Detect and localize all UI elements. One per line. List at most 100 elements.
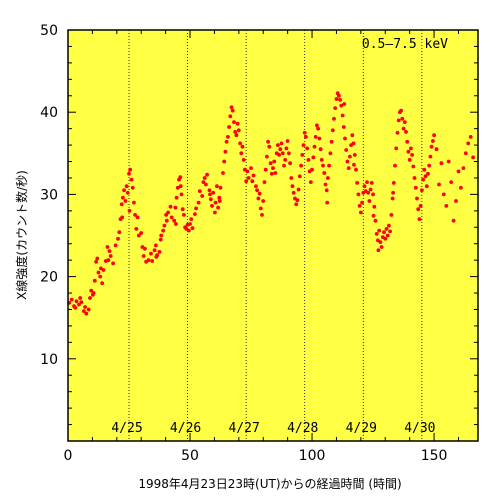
data-point: [327, 163, 331, 168]
data-point: [265, 154, 269, 159]
data-point: [428, 154, 433, 159]
data-point: [152, 248, 157, 253]
data-point: [193, 212, 197, 217]
data-point: [434, 147, 439, 152]
data-point: [262, 180, 267, 185]
data-point: [124, 184, 129, 189]
data-point: [432, 133, 436, 138]
data-point: [94, 259, 98, 264]
day-label: 4/28: [287, 421, 318, 436]
data-point: [413, 185, 418, 190]
data-point: [377, 228, 382, 233]
day-label: 4/27: [228, 421, 259, 436]
data-point: [410, 153, 414, 157]
data-point: [339, 103, 344, 108]
data-point: [383, 236, 388, 241]
data-point: [279, 141, 284, 146]
data-point: [288, 161, 292, 166]
data-point: [290, 184, 295, 189]
data-point: [278, 147, 283, 152]
data-point: [117, 230, 122, 235]
data-point: [218, 185, 223, 190]
data-point: [204, 182, 208, 187]
data-point: [208, 197, 213, 202]
data-point: [125, 190, 130, 195]
data-point: [355, 181, 360, 185]
data-point: [273, 171, 278, 175]
data-point: [374, 232, 379, 236]
y-tick-label: 50: [40, 23, 58, 39]
data-point: [133, 213, 138, 217]
data-point: [105, 245, 110, 249]
data-point: [390, 196, 395, 201]
data-point: [384, 227, 389, 231]
data-point: [334, 97, 339, 101]
data-point: [230, 108, 235, 113]
data-point: [186, 228, 191, 233]
plot-frame: [67, 29, 479, 442]
data-point: [254, 184, 258, 189]
data-point: [157, 250, 162, 254]
data-point: [238, 141, 243, 146]
data-point: [421, 177, 425, 182]
data-point: [360, 200, 364, 205]
data-point: [121, 195, 125, 200]
data-point: [182, 213, 186, 217]
data-point: [308, 180, 313, 185]
data-point: [439, 161, 444, 166]
data-point: [74, 299, 79, 304]
data-point: [446, 159, 451, 164]
data-point: [194, 206, 199, 211]
data-point: [208, 192, 212, 197]
data-point: [354, 167, 358, 172]
x-tick-label: 50: [181, 448, 199, 464]
data-point: [221, 171, 225, 175]
data-point: [351, 141, 356, 146]
data-point: [283, 158, 288, 162]
data-point: [236, 128, 241, 133]
data-point: [418, 204, 423, 208]
data-point: [379, 245, 384, 249]
data-point: [312, 144, 317, 149]
y-tick-label: 30: [40, 187, 58, 203]
data-point: [340, 113, 345, 118]
data-point: [73, 305, 78, 310]
data-point: [222, 159, 227, 164]
data-point: [350, 133, 355, 138]
data-point: [83, 305, 87, 309]
data-point: [190, 226, 195, 231]
data-point: [285, 139, 290, 143]
data-point: [168, 204, 173, 209]
data-point: [389, 213, 394, 217]
x-tick-label: 0: [64, 448, 73, 464]
data-point: [271, 166, 275, 171]
day-labels: 4/25 4/26 4/27 4/28 4/29 4/30: [111, 421, 435, 436]
data-point: [107, 249, 112, 254]
data-point: [399, 108, 403, 113]
data-point: [210, 204, 214, 208]
data-point: [175, 185, 180, 190]
data-point: [315, 123, 319, 128]
data-point: [127, 208, 132, 213]
data-point: [257, 191, 262, 196]
data-point: [422, 167, 427, 172]
x-tick-label: 150: [421, 448, 448, 464]
data-point: [429, 144, 434, 149]
data-point: [69, 297, 74, 302]
data-point: [344, 148, 349, 152]
data-point: [86, 307, 91, 312]
data-point: [101, 268, 106, 272]
data-point: [352, 162, 356, 167]
data-point: [154, 255, 159, 259]
day-label: 4/30: [404, 421, 435, 436]
data-point: [154, 243, 158, 248]
data-point: [256, 196, 261, 201]
data-point: [227, 125, 232, 129]
y-tick-label: 40: [40, 105, 58, 121]
data-point: [342, 102, 347, 106]
data-point: [261, 199, 266, 203]
data-point: [376, 248, 381, 253]
data-point: [471, 155, 475, 160]
data-point: [78, 296, 83, 300]
data-point: [297, 174, 302, 179]
